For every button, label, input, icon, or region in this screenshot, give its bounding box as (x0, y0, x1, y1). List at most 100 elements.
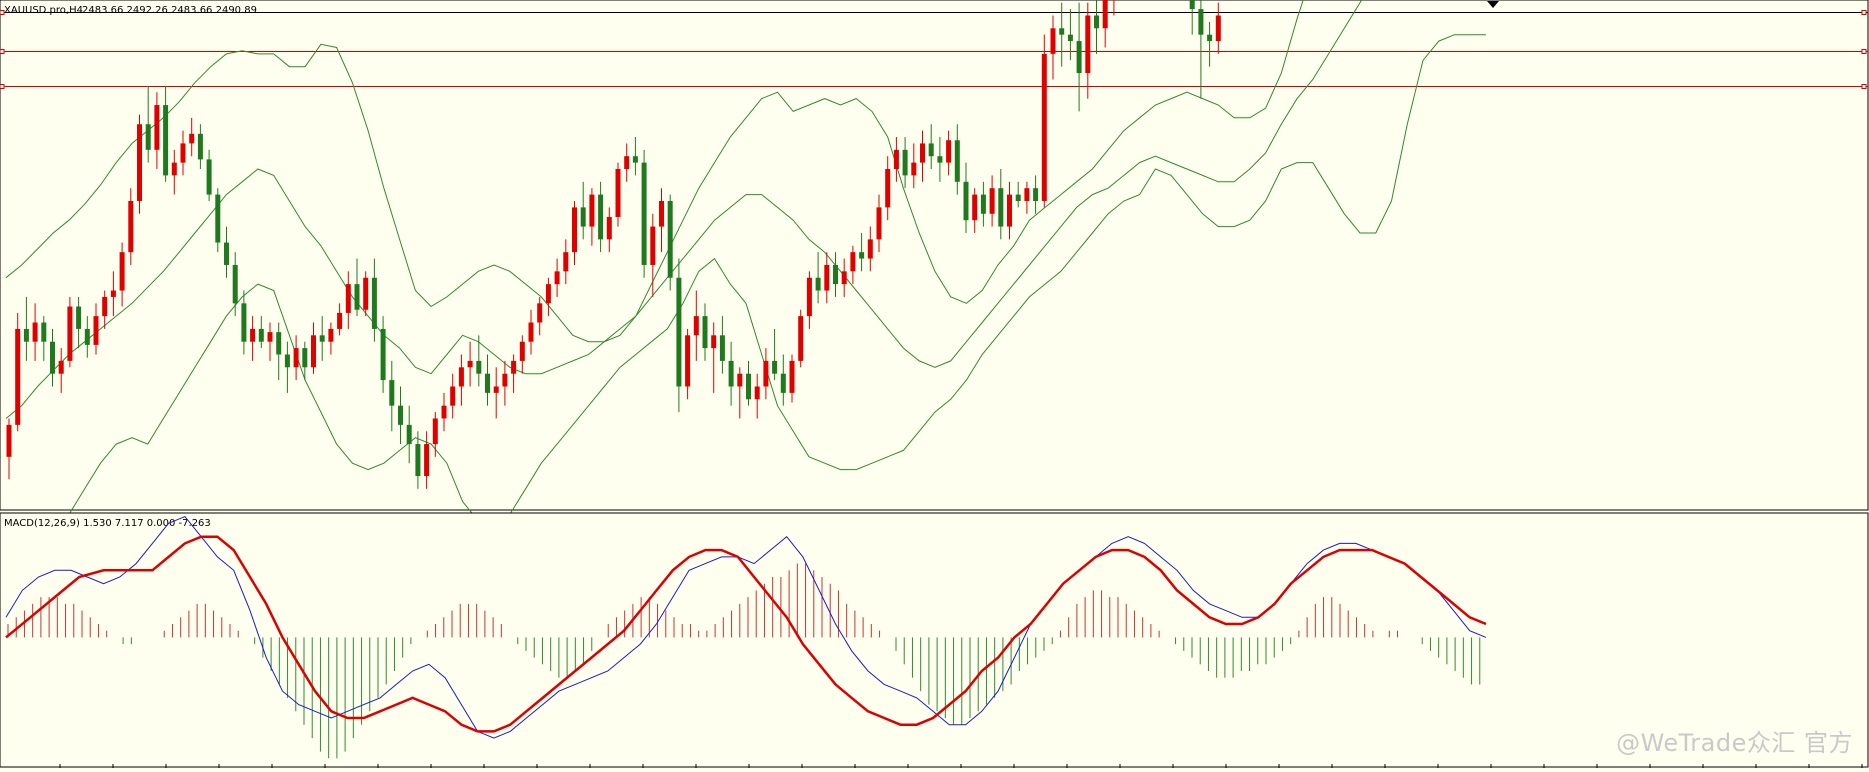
candle-body (676, 277, 682, 387)
candle-body (389, 380, 395, 406)
candle-body (1033, 188, 1039, 201)
candle-body (258, 328, 264, 342)
candle-body (754, 386, 760, 400)
candle-body (1041, 53, 1047, 201)
candle-body (163, 105, 169, 176)
candle-body (989, 188, 995, 214)
candle-body (624, 156, 630, 170)
candle-body (232, 264, 238, 304)
candle-body (650, 226, 656, 265)
candle-body (424, 444, 430, 477)
candle-body (632, 156, 638, 163)
candle-body (250, 328, 256, 342)
ohlc-label: 2483.66 2492.26 2483.66 2490.89 (82, 5, 257, 16)
candle-body (137, 124, 142, 201)
candle-body (1085, 15, 1091, 74)
candle-body (876, 207, 882, 240)
macd-signal-line (5, 535, 1487, 733)
candle-body (493, 386, 499, 393)
candle-body (1102, 0, 1108, 29)
candle-body (1015, 194, 1021, 201)
candle-body (598, 194, 604, 240)
candle-body (76, 306, 82, 329)
candle-body (685, 335, 691, 387)
symbol-label: XAUUSD.pro,H4 (4, 5, 83, 16)
level-handle-left (0, 49, 5, 54)
candle-body (311, 335, 316, 368)
candle-body (1215, 15, 1221, 42)
candle-body (1207, 34, 1213, 42)
candle-body (554, 271, 560, 285)
candle-body (432, 418, 438, 445)
candle-body (746, 373, 751, 400)
candle-body (93, 316, 99, 345)
candle-body (371, 277, 377, 329)
level-handle-left (0, 84, 5, 89)
candle-body (58, 360, 64, 374)
candle-body (267, 332, 273, 342)
candle-body (1067, 34, 1073, 42)
candle-body (1059, 28, 1065, 35)
candle-body (920, 143, 925, 163)
bollinger-bands (5, 0, 1486, 573)
candle-body (980, 194, 986, 214)
candle-body (528, 322, 534, 342)
candle-body (337, 312, 343, 329)
candle-body (824, 264, 830, 291)
price-pane-frame (0, 0, 1869, 511)
candlesticks (6, 0, 1221, 489)
candle-body (276, 332, 282, 355)
candle-body (197, 133, 203, 160)
candle-body (345, 284, 351, 313)
candle-body (841, 271, 847, 285)
level-handle-left (0, 10, 5, 15)
candle-body (850, 252, 856, 272)
candle-body (806, 277, 812, 317)
candle-body (946, 140, 952, 163)
horizontal-levels[interactable] (0, 0, 1868, 89)
candle-body (1189, 0, 1195, 10)
candle-body (798, 316, 804, 361)
candle-body (693, 316, 699, 336)
bollinger-upper (5, 0, 1304, 343)
candle-body (737, 373, 743, 387)
price-pane[interactable]: XAUUSD.pro,H4 2483.66 2492.26 2483.66 24… (0, 0, 1869, 573)
candle-body (406, 424, 412, 445)
macd-pane-frame (0, 512, 1869, 768)
candle-body (772, 360, 778, 374)
bollinger-lower (5, 34, 1486, 573)
candle-body (145, 124, 151, 150)
candle-body (789, 360, 795, 393)
candle-body (911, 162, 917, 176)
candle-body (50, 341, 55, 374)
candle-body (328, 328, 334, 342)
watermark: @WeTrade众汇 官方 (1616, 729, 1853, 757)
candle-body (458, 367, 464, 387)
candle-body (659, 200, 664, 227)
candle-body (580, 207, 586, 227)
candle-body (615, 169, 621, 217)
chart-shift-marker-icon[interactable] (1487, 1, 1499, 8)
candle-body (902, 149, 908, 176)
candle-body (319, 335, 325, 342)
macd-pane[interactable]: MACD(12,26,9) 1.530 7.117 0.000 -7.263 (0, 512, 1869, 768)
candle-body (128, 200, 134, 253)
candle-body (23, 328, 29, 342)
candle-body (302, 348, 308, 368)
candle-body (15, 328, 21, 425)
candle-body (180, 143, 186, 163)
level-handle-right (1861, 84, 1867, 89)
candle-body (171, 162, 177, 176)
candle-body (1094, 15, 1099, 29)
candle-body (702, 316, 708, 349)
candle-body (563, 252, 569, 272)
candle-body (937, 156, 943, 163)
candle-body (354, 284, 360, 310)
candle-body (1076, 41, 1082, 74)
candle-body (589, 194, 595, 227)
candle-body (450, 386, 456, 406)
level-handle-right (1861, 10, 1867, 15)
candle-body (467, 360, 473, 368)
